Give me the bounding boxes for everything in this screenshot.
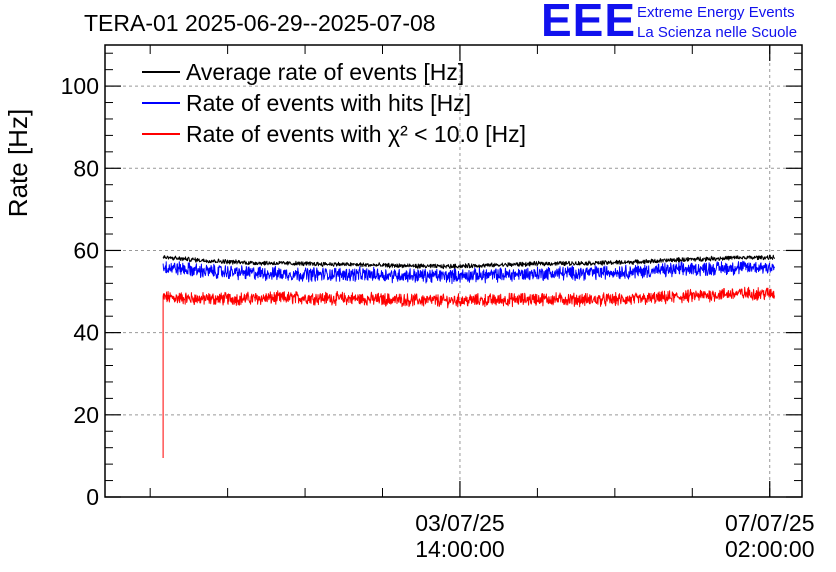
legend-label-chi2: Rate of events with χ² < 10.0 [Hz] — [186, 121, 526, 147]
series-line-chi2 — [162, 286, 775, 458]
plot-frame — [104, 44, 803, 498]
series-layer — [162, 254, 775, 458]
x-tick-label-date: 03/07/25 — [415, 510, 505, 536]
legend: Average rate of events [Hz] Rate of event… — [142, 59, 526, 147]
eee-logo: EEE — [541, 0, 637, 46]
logo-caption-line2: La Scienza nelle Scuole — [637, 24, 798, 41]
series-line-hits — [162, 260, 775, 285]
y-tick-label: 40 — [73, 320, 99, 346]
y-tick-label: 100 — [61, 73, 99, 99]
legend-label-hits: Rate of events with hits [Hz] — [186, 90, 471, 116]
legend-label-average: Average rate of events [Hz] — [186, 59, 464, 85]
y-axis-label: Rate [Hz] — [3, 109, 33, 217]
x-tick-label-time: 14:00:00 — [415, 536, 505, 562]
series-line-average — [162, 254, 775, 270]
x-tick-label-date: 07/07/25 — [725, 510, 815, 536]
x-tick-label-time: 02:00:00 — [725, 536, 815, 562]
logo-caption-line1: Extreme Energy Events — [637, 4, 795, 21]
logo-caption: Extreme Energy Events La Scienza nelle S… — [637, 3, 797, 43]
y-tick-label: 0 — [86, 484, 99, 510]
y-tick-label: 60 — [73, 237, 99, 263]
chart-title: TERA-01 2025-06-29--2025-07-08 — [84, 10, 436, 36]
y-tick-label: 20 — [73, 402, 99, 428]
y-tick-label: 80 — [73, 155, 99, 181]
grid — [105, 45, 802, 497]
